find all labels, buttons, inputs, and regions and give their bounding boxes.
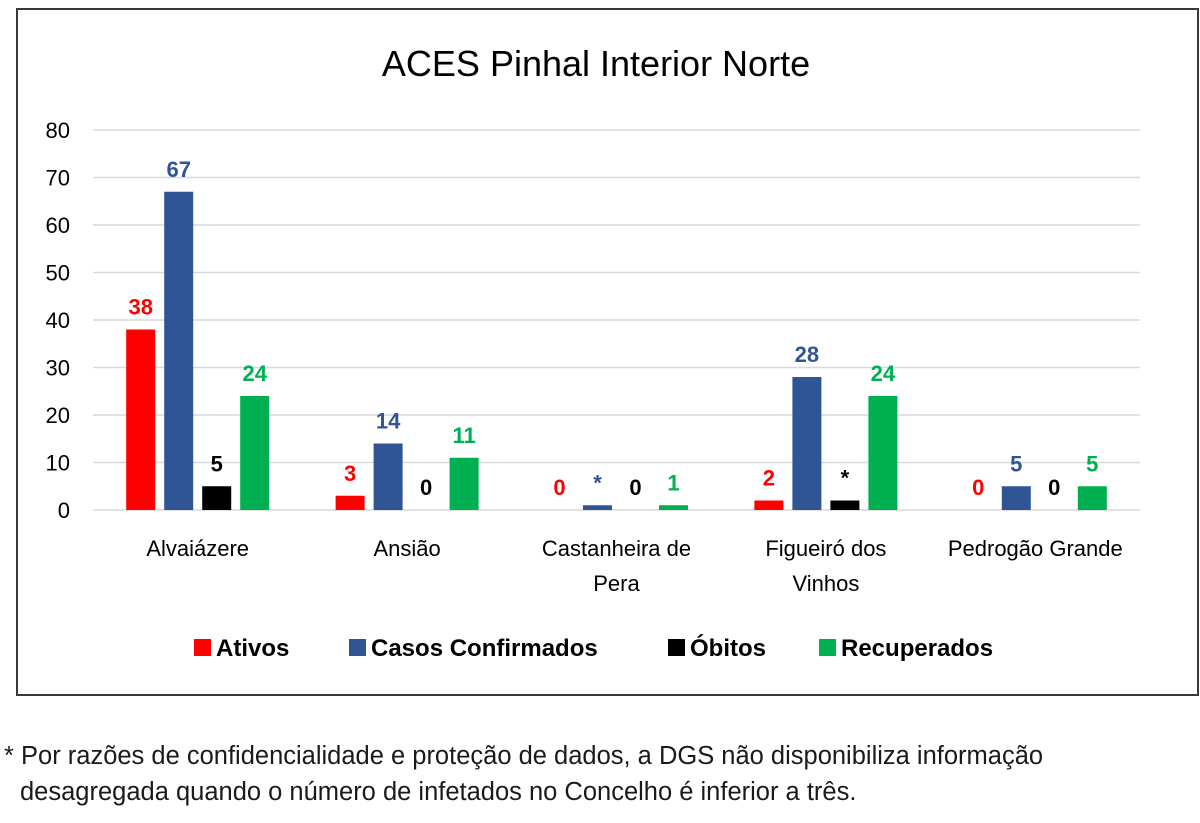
y-tick-label: 40 — [46, 308, 70, 333]
legend-swatch — [194, 639, 211, 656]
y-tick-label: 60 — [46, 213, 70, 238]
data-label: 1 — [667, 470, 679, 495]
data-label: 38 — [128, 295, 152, 320]
x-category-label: Pedrogão Grande — [948, 536, 1123, 561]
data-label: 5 — [1086, 451, 1098, 476]
data-label: 3 — [344, 461, 356, 486]
bar — [164, 191, 194, 510]
x-category-label: Pera — [593, 571, 640, 596]
x-category-label: Castanheira de — [542, 536, 691, 561]
data-label: 5 — [1010, 451, 1022, 476]
y-tick-label: 10 — [46, 451, 70, 476]
data-label: 14 — [376, 409, 401, 434]
bar-chart: ACES Pinhal Interior Norte01020304050607… — [46, 43, 1140, 662]
y-tick-label: 0 — [58, 498, 70, 523]
y-tick-label: 50 — [46, 261, 70, 286]
chart-title: ACES Pinhal Interior Norte — [382, 43, 810, 84]
y-tick-label: 80 — [46, 118, 70, 143]
x-category-label: Ansião — [373, 536, 440, 561]
bar — [1077, 486, 1107, 510]
legend-label: Óbitos — [690, 634, 766, 662]
data-label: 5 — [211, 451, 223, 476]
x-category-label: Figueiró dos — [765, 536, 886, 561]
y-tick-label: 30 — [46, 356, 70, 381]
footnote-line: * Por razões de confidencialidade e prot… — [4, 742, 1044, 770]
legend-swatch — [668, 639, 685, 656]
x-category-label: Alvaiázere — [146, 536, 249, 561]
footnote-line: desagregada quando o número de infetados… — [20, 778, 857, 806]
data-label: 28 — [795, 342, 819, 367]
y-tick-label: 70 — [46, 166, 70, 191]
data-label: * — [841, 466, 850, 491]
bar — [868, 396, 898, 510]
bar — [792, 377, 822, 510]
legend-swatch — [349, 639, 366, 656]
data-label: 67 — [166, 157, 190, 182]
data-label: 0 — [420, 475, 432, 500]
bar — [659, 505, 688, 510]
bar — [240, 396, 270, 510]
legend-label: Casos Confirmados — [371, 635, 598, 662]
bar — [202, 486, 232, 510]
footnote: * Por razões de confidencialidade e prot… — [4, 738, 1196, 810]
data-label: 0 — [972, 475, 984, 500]
bar — [1001, 486, 1031, 510]
chart-container: ACES Pinhal Interior Norte 0 10 20 30 40 50 60 7… — [16, 8, 1199, 696]
data-label: 24 — [871, 361, 896, 386]
data-label: 0 — [1048, 475, 1060, 500]
legend-swatch — [819, 639, 836, 656]
data-label: 0 — [553, 475, 565, 500]
data-label: 2 — [763, 466, 775, 491]
data-label: 0 — [629, 475, 641, 500]
y-tick-label: 20 — [46, 403, 70, 428]
data-label: 11 — [452, 423, 475, 448]
bar — [830, 500, 860, 510]
data-label: 24 — [242, 361, 267, 386]
x-category-label: Vinhos — [792, 571, 859, 596]
bar — [583, 505, 612, 510]
bar — [449, 457, 479, 510]
legend-label: Ativos — [216, 635, 289, 662]
bar — [373, 443, 403, 510]
bar — [754, 500, 784, 510]
data-label: * — [593, 470, 602, 495]
bar — [126, 329, 156, 510]
legend-label: Recuperados — [841, 635, 993, 662]
bar — [335, 495, 365, 510]
